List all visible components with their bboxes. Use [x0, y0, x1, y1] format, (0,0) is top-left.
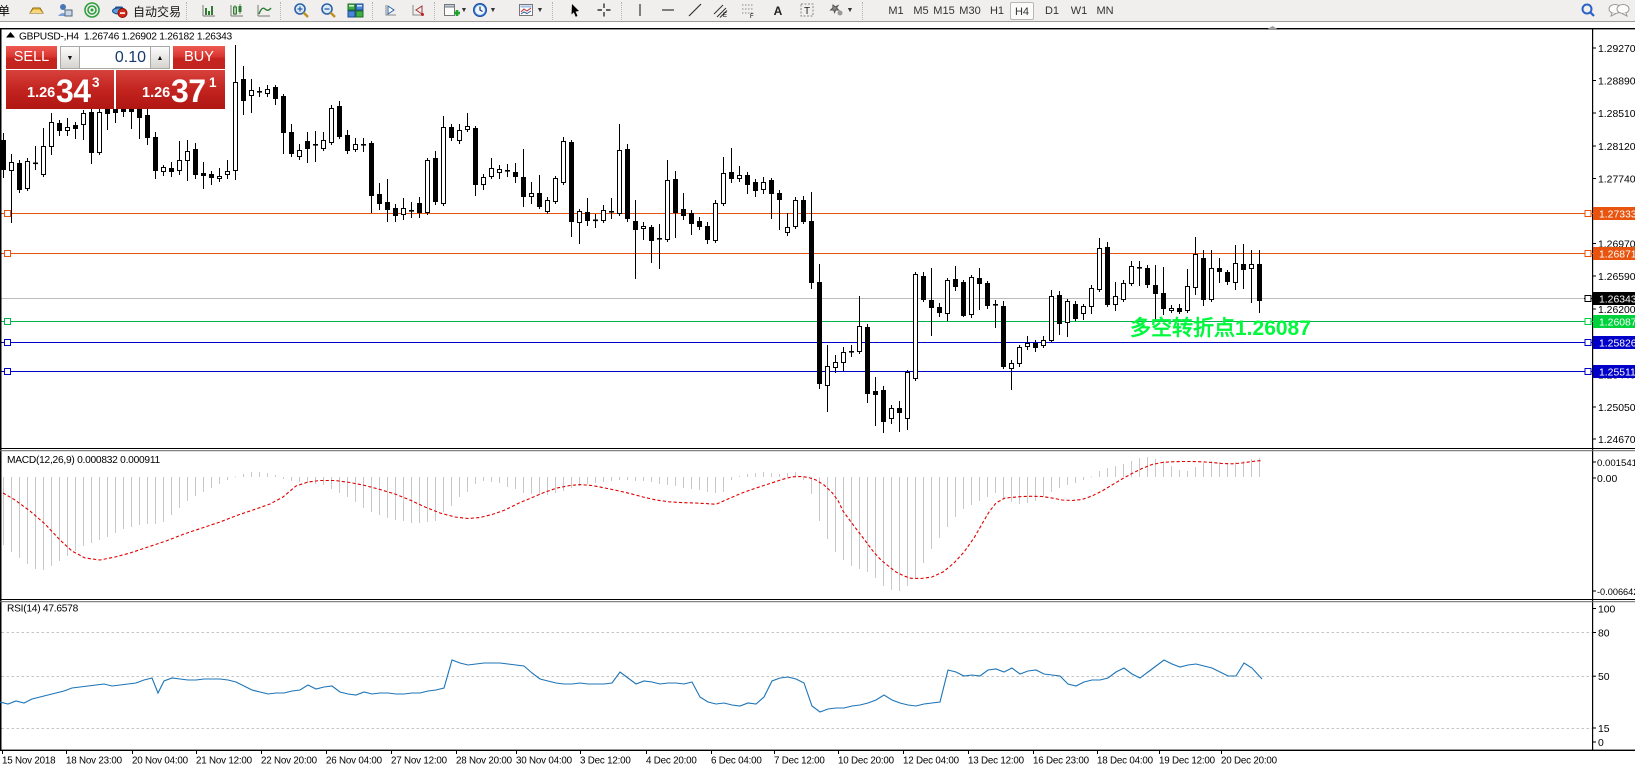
- svg-text:1.28510: 1.28510: [1598, 109, 1635, 120]
- svg-text:20 Nov 04:00: 20 Nov 04:00: [132, 756, 189, 767]
- svg-text:1.26871: 1.26871: [1599, 250, 1635, 261]
- svg-text:27 Nov 12:00: 27 Nov 12:00: [391, 756, 448, 767]
- svg-text:1.28120: 1.28120: [1598, 142, 1635, 153]
- svg-text:1.25050: 1.25050: [1598, 403, 1635, 414]
- svg-text:1.24670: 1.24670: [1598, 435, 1635, 446]
- svg-text:30 Nov 04:00: 30 Nov 04:00: [516, 756, 573, 767]
- svg-text:1.27333: 1.27333: [1599, 210, 1635, 221]
- svg-text:100: 100: [1598, 605, 1616, 616]
- svg-text:13 Dec 12:00: 13 Dec 12:00: [968, 756, 1025, 767]
- svg-text:6 Dec 04:00: 6 Dec 04:00: [711, 756, 762, 767]
- svg-text:多空转折点1.26087: 多空转折点1.26087: [1130, 316, 1311, 340]
- svg-text:GBPUSD-,H4 1.26746 1.26902 1.: GBPUSD-,H4 1.26746 1.26902 1.26182 1.263…: [19, 32, 233, 43]
- svg-text:0.00: 0.00: [1597, 474, 1617, 485]
- svg-text:1.29270: 1.29270: [1598, 44, 1635, 55]
- svg-text:16 Dec 23:00: 16 Dec 23:00: [1033, 756, 1090, 767]
- svg-text:1.26200: 1.26200: [1598, 305, 1635, 316]
- svg-text:10 Dec 20:00: 10 Dec 20:00: [838, 756, 895, 767]
- svg-text:22 Nov 20:00: 22 Nov 20:00: [261, 756, 318, 767]
- svg-text:4 Dec 20:00: 4 Dec 20:00: [646, 756, 697, 767]
- svg-text:28 Nov 20:00: 28 Nov 20:00: [456, 756, 513, 767]
- svg-text:1.26343: 1.26343: [1599, 295, 1635, 306]
- svg-text:1.25826: 1.25826: [1599, 339, 1635, 350]
- svg-text:19 Dec 12:00: 19 Dec 12:00: [1159, 756, 1216, 767]
- svg-text:1.27740: 1.27740: [1598, 174, 1635, 185]
- svg-text:50: 50: [1598, 672, 1610, 683]
- svg-text:0: 0: [1598, 738, 1604, 749]
- svg-text:1.26970: 1.26970: [1598, 239, 1635, 250]
- svg-text:15: 15: [1598, 724, 1610, 735]
- svg-text:20 Dec 20:00: 20 Dec 20:00: [1221, 756, 1278, 767]
- svg-text:1.25511: 1.25511: [1599, 368, 1635, 379]
- svg-text:-0.006642: -0.006642: [1597, 587, 1635, 597]
- svg-text:1.26590: 1.26590: [1598, 272, 1635, 283]
- svg-text:7 Dec 12:00: 7 Dec 12:00: [774, 756, 825, 767]
- svg-text:1.28890: 1.28890: [1598, 76, 1635, 87]
- svg-text:F: F: [750, 14, 754, 19]
- svg-text:18 Dec 04:00: 18 Dec 04:00: [1097, 756, 1154, 767]
- svg-text:E: E: [723, 13, 727, 19]
- svg-text:T: T: [804, 6, 810, 17]
- svg-text:0.001541: 0.001541: [1597, 458, 1635, 469]
- svg-text:26 Nov 04:00: 26 Nov 04:00: [326, 756, 383, 767]
- svg-text:3 Dec 12:00: 3 Dec 12:00: [580, 756, 631, 767]
- svg-text:15 Nov 2018: 15 Nov 2018: [2, 756, 56, 767]
- svg-text:RSI(14) 47.6578: RSI(14) 47.6578: [7, 604, 79, 615]
- svg-text:80: 80: [1598, 629, 1610, 640]
- svg-text:21 Nov 12:00: 21 Nov 12:00: [196, 756, 253, 767]
- svg-text:MACD(12,26,9) 0.000832 0.00091: MACD(12,26,9) 0.000832 0.000911: [7, 455, 160, 466]
- svg-text:1.26087: 1.26087: [1599, 318, 1635, 329]
- svg-text:12 Dec 04:00: 12 Dec 04:00: [903, 756, 960, 767]
- svg-text:18 Nov 23:00: 18 Nov 23:00: [66, 756, 123, 767]
